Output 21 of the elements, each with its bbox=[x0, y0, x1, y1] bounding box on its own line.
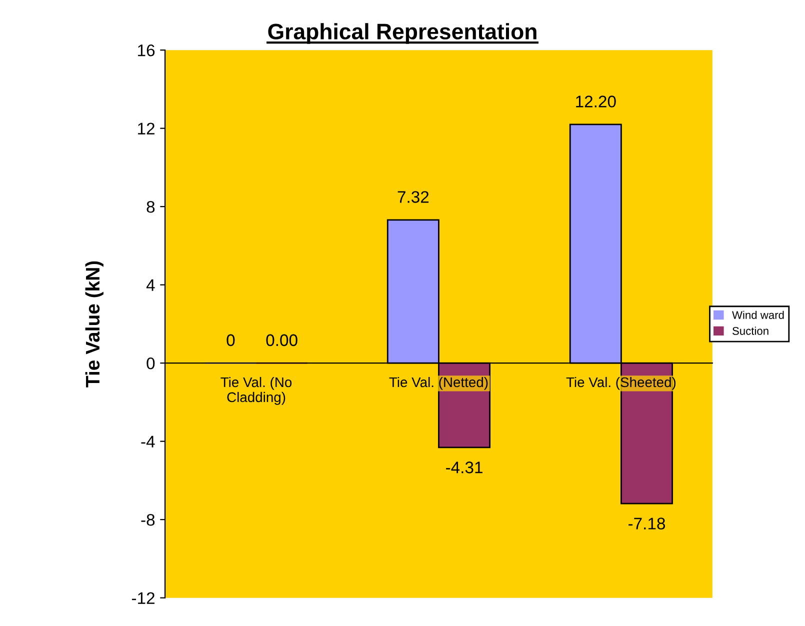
y-tick-label: 4 bbox=[146, 279, 155, 291]
legend-label: Wind ward bbox=[732, 310, 784, 319]
x-tick-label: Tie Val. (Sheeted) bbox=[566, 376, 676, 390]
x-tick-label: Tie Val. (No Cladding) bbox=[220, 376, 292, 405]
data-label: -7.18 bbox=[628, 518, 666, 530]
y-tick-label: -4 bbox=[141, 436, 155, 448]
y-tick-label: 12 bbox=[138, 122, 154, 134]
data-label: 0.00 bbox=[266, 334, 298, 346]
y-tick-label: 8 bbox=[146, 200, 155, 213]
chart-title: Graphical Representation bbox=[268, 23, 536, 44]
y-tick-label: -8 bbox=[141, 514, 155, 526]
x-tick-label: Tie Val. (Netted) bbox=[389, 376, 488, 390]
data-label: 7.32 bbox=[398, 191, 429, 203]
y-tick-label: 16 bbox=[138, 44, 155, 56]
y-tick-label: -12 bbox=[132, 592, 154, 604]
data-label: -4.31 bbox=[446, 462, 482, 474]
data-label: 12.20 bbox=[576, 96, 616, 108]
y-axis-title: Tie Value (kN) bbox=[85, 261, 104, 388]
y-tick-label: 0 bbox=[146, 357, 155, 370]
data-label: 0 bbox=[226, 334, 235, 346]
legend-label: Suction bbox=[732, 326, 768, 335]
